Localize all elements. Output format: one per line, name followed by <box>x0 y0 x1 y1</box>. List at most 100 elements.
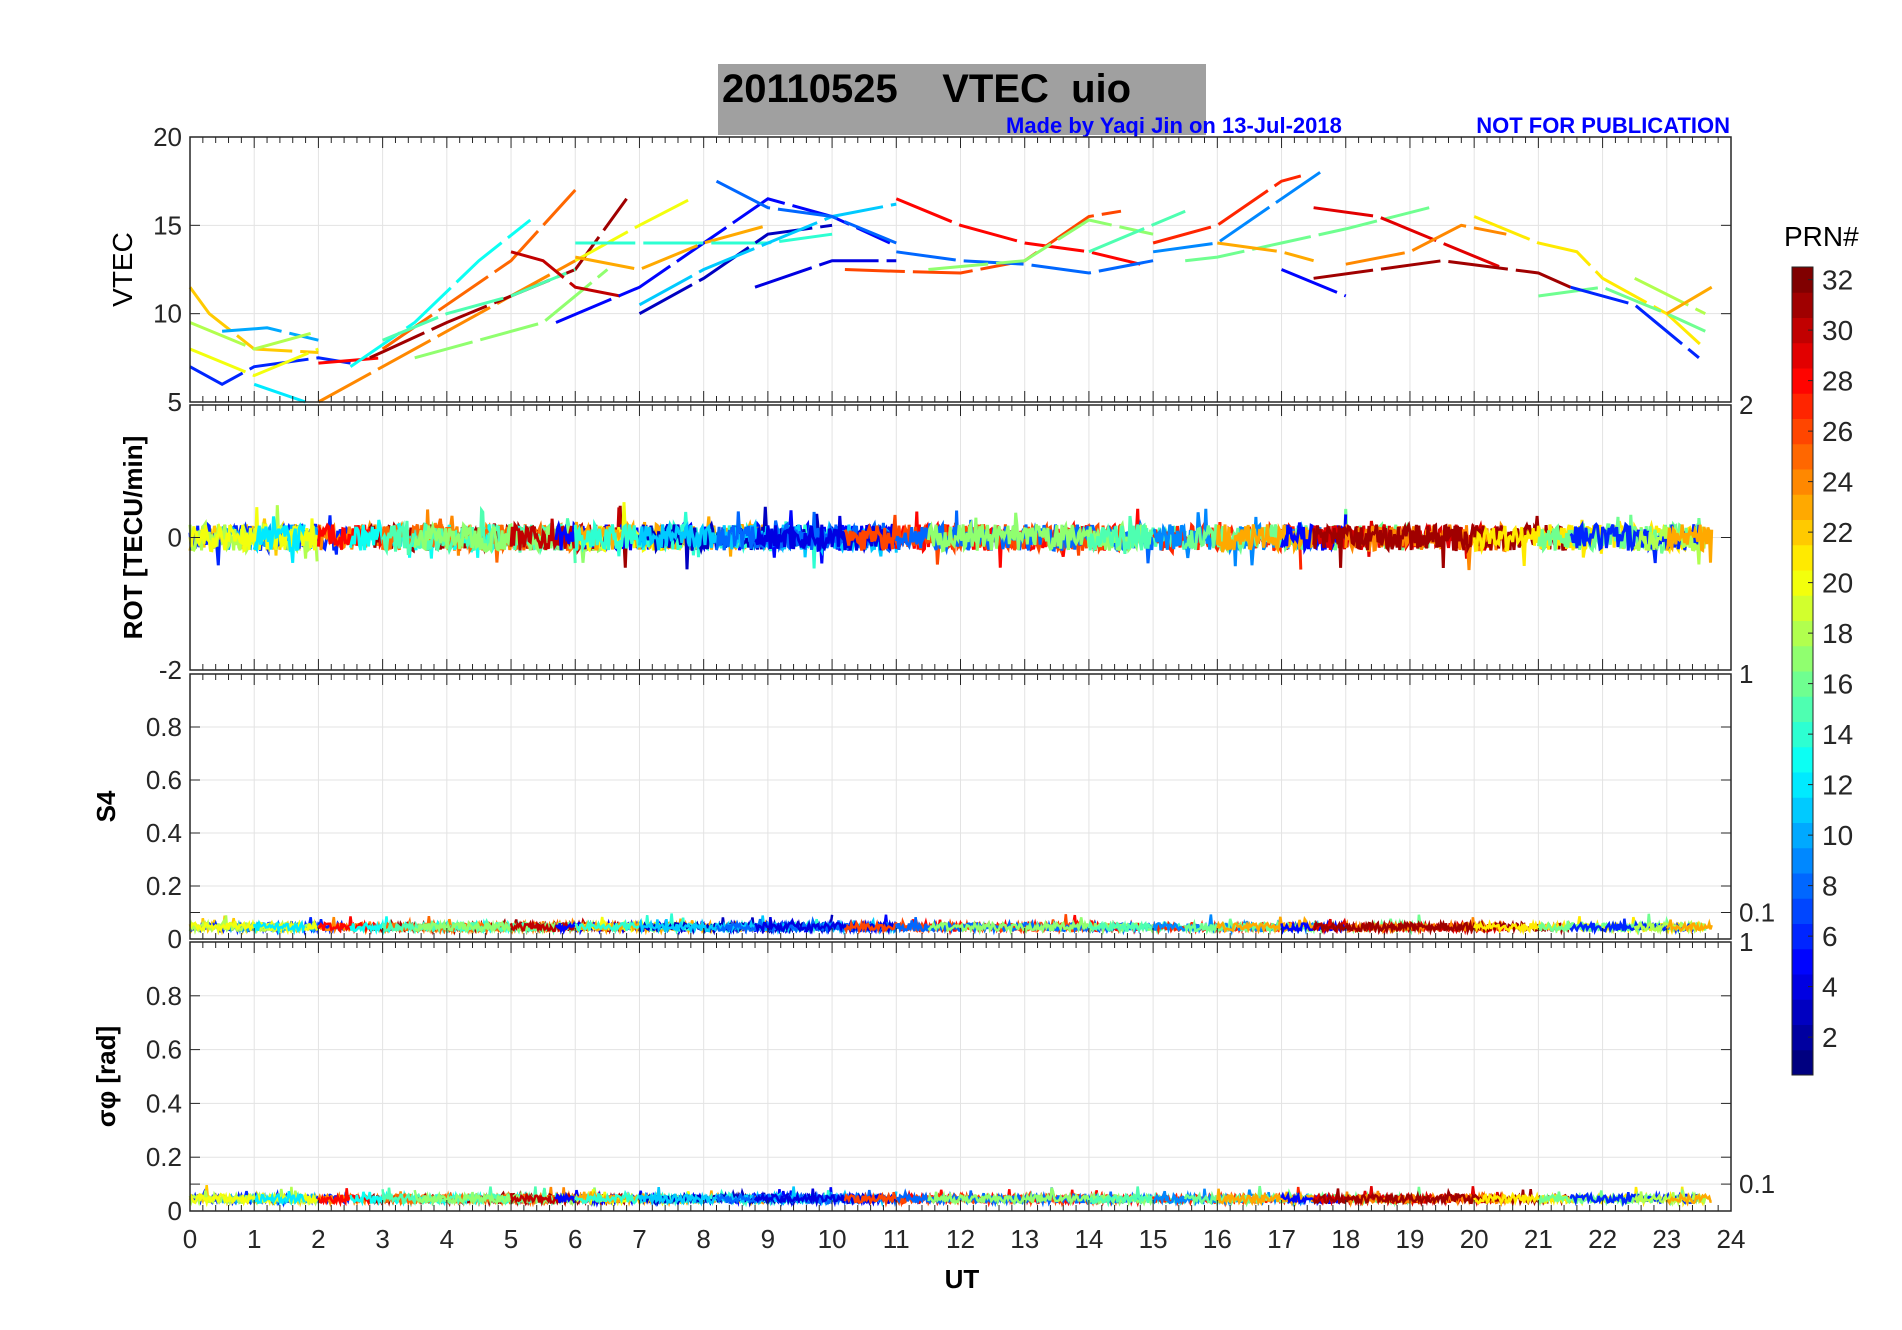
vtec-arc-prn-21 <box>1473 215 1707 351</box>
x-tick-label: 24 <box>1717 1224 1746 1254</box>
vtec-arc-prn-4 <box>754 259 897 289</box>
colorbar-segment <box>1792 519 1813 546</box>
vtec-arc-prn-20 <box>574 197 692 263</box>
colorbar-segment <box>1792 822 1813 849</box>
colorbar-segment <box>1792 267 1813 293</box>
sigma-phi-trace-prn-23 <box>1666 1191 1712 1207</box>
y-tick-label: 0 <box>168 924 182 954</box>
series-group <box>188 502 1714 571</box>
y-tick-label: 2 <box>1739 390 1753 420</box>
vtec-arc-prn-17 <box>928 218 1154 271</box>
y-tick-label: 1 <box>1739 659 1753 689</box>
y-tick-label: 0 <box>168 1196 182 1226</box>
series-group <box>188 913 1713 936</box>
sigma-phi-trace-prn-12 <box>253 1191 306 1206</box>
colorbar-segment <box>1792 570 1813 596</box>
vtec-arc-prn-22 <box>188 286 319 354</box>
colorbar-segment <box>1792 645 1813 672</box>
vtec-arc-prn-30 <box>510 250 621 298</box>
colorbar-segment <box>1792 342 1813 369</box>
colorbar-tick-label: 22 <box>1822 517 1853 548</box>
x-tick-label: 4 <box>440 1224 454 1254</box>
x-tick-label: 22 <box>1588 1224 1617 1254</box>
vtec-arc-prn-31 <box>1313 259 1572 289</box>
y-tick-label: -2 <box>159 655 182 685</box>
y-axis-label: VTEC <box>107 232 138 307</box>
vtec-arc-prn-8 <box>715 179 897 245</box>
y-tick-label: 0.8 <box>146 981 182 1011</box>
colorbar-tick-label: 28 <box>1822 366 1853 397</box>
rot-trace-prn-20 <box>188 507 319 554</box>
vtec-arc-prn-27 <box>1152 174 1302 245</box>
colorbar-segment <box>1792 847 1813 874</box>
colorbar-segment <box>1792 595 1813 621</box>
sigma-phi-trace-prn-20 <box>189 1191 318 1208</box>
vtec-arc-prn-18 <box>1634 276 1706 316</box>
colorbar-segment <box>1792 620 1813 647</box>
x-axis-label: UT <box>945 1264 980 1294</box>
y-tick-label: 15 <box>153 210 182 240</box>
y-tick-label: 5 <box>168 387 182 417</box>
x-tick-label: 15 <box>1139 1224 1168 1254</box>
colorbar-segment <box>1792 1049 1813 1076</box>
x-tick-label: 12 <box>946 1224 975 1254</box>
vtec-arc-prn-28 <box>318 356 383 365</box>
rot-trace-prn-23 <box>1665 524 1714 563</box>
colorbar-tick-label: 30 <box>1822 315 1853 346</box>
y-tick-label: 0.4 <box>146 1088 182 1118</box>
vtec-arc-prn-15 <box>382 268 576 342</box>
colorbar-segment <box>1792 923 1813 950</box>
vtec-arc-prn-11 <box>638 202 897 307</box>
colorbar-segment <box>1792 746 1813 773</box>
x-tick-label: 20 <box>1460 1224 1489 1254</box>
colorbar-segment <box>1792 469 1813 495</box>
colorbar-tick-label: 20 <box>1822 568 1853 599</box>
colorbar-tick-label: 14 <box>1822 719 1853 750</box>
y-tick-label: 0.2 <box>146 871 182 901</box>
vtec-arc-prn-15 <box>1088 209 1186 254</box>
x-tick-label: 11 <box>883 1224 910 1254</box>
credit-text: Made by Yaqi Jin on 13-Jul-2018 <box>1006 113 1342 138</box>
panel-2: -2 0 2 ROT [TECU/min] <box>118 390 1753 685</box>
colorbar-segment <box>1792 974 1813 1000</box>
vtec-arc-prn-23 <box>1217 241 1315 263</box>
y-tick-label: 0 <box>168 523 182 553</box>
panel-1: 5 10 15 20 VTEC <box>107 122 1732 417</box>
vtec-arc-prn-24 <box>1345 223 1507 266</box>
colorbar-segment <box>1792 317 1813 344</box>
s4-trace-prn-12 <box>252 919 306 936</box>
s4-trace-prn-4 <box>754 916 898 936</box>
vtec-arc-prn-23 <box>575 223 769 272</box>
x-tick-label: 13 <box>1010 1224 1039 1254</box>
x-tick-label: 6 <box>568 1224 582 1254</box>
colorbar-tick-label: 2 <box>1822 1022 1838 1053</box>
x-tick-label: 9 <box>761 1224 775 1254</box>
x-tick-label: 2 <box>311 1224 325 1254</box>
colorbar-segment <box>1792 544 1813 571</box>
vtec-arc-prn-9 <box>1152 171 1321 254</box>
colorbar-segment <box>1792 494 1813 520</box>
colorbar-segment <box>1792 418 1813 445</box>
colorbar-segment <box>1792 696 1813 722</box>
vtec-arc-prn-5 <box>1280 268 1347 298</box>
colorbar-segment <box>1792 393 1813 419</box>
x-tick-label: 1 <box>247 1224 261 1254</box>
y-tick-label: 1 <box>1739 927 1753 957</box>
vtec-arc-prn-28 <box>895 197 1141 266</box>
vtec-arc-prn-29 <box>1313 206 1507 271</box>
x-tick-label: 17 <box>1267 1224 1296 1254</box>
x-tick-label: 14 <box>1074 1224 1103 1254</box>
panel-3: 0 0.1 0.2 0.4 0.6 0.8 1 S4 <box>91 659 1775 954</box>
colorbar-label: PRN# <box>1784 221 1859 252</box>
vtec-arc-prn-16 <box>1185 206 1430 263</box>
rot-trace-prn-31 <box>1312 515 1572 568</box>
colorbar-segment <box>1792 948 1813 975</box>
colorbar-tick-label: 18 <box>1822 618 1853 649</box>
colorbar-tick-label: 24 <box>1822 467 1853 498</box>
vtec-arc-prn-17 <box>414 268 609 360</box>
y-tick-label: 0.4 <box>146 818 182 848</box>
colorbar-frame <box>1791 266 1814 1076</box>
x-tick-label: 16 <box>1203 1224 1232 1254</box>
colorbar-segment <box>1792 873 1813 899</box>
